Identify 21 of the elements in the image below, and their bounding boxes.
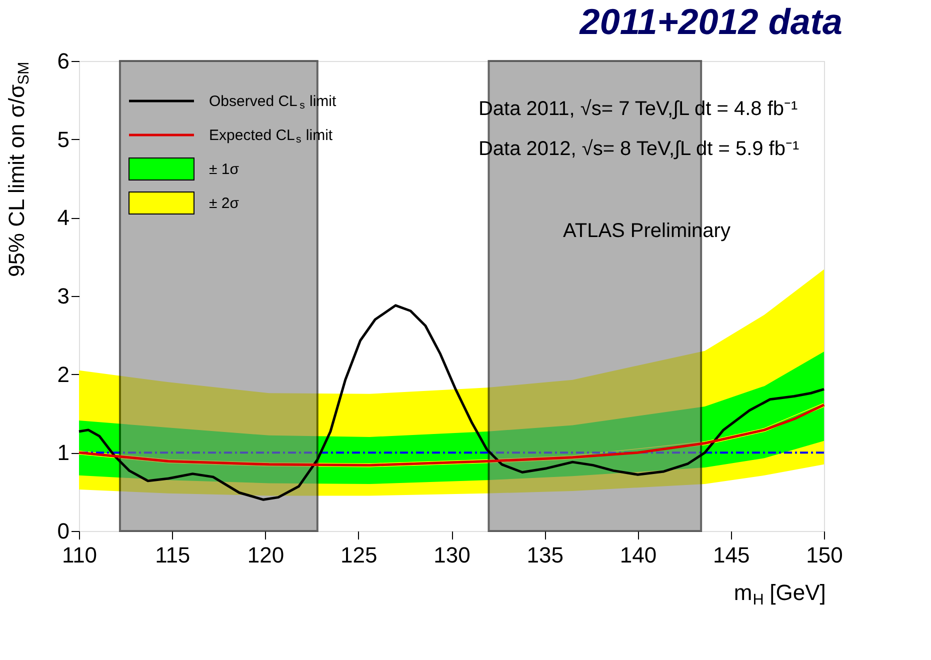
y-tick-label: 1 xyxy=(57,440,70,466)
x-tick-label: 130 xyxy=(434,542,470,568)
legend-label: ± 2σ xyxy=(209,195,240,212)
y-tick-label: 6 xyxy=(57,48,70,74)
y-tick-label: 0 xyxy=(57,518,70,544)
x-tick-label: 145 xyxy=(713,542,750,568)
x-tick-label: 110 xyxy=(62,542,98,568)
y-axis-title: 95% CL limit on σ/σSM xyxy=(4,62,33,278)
chart-title: 2011+2012 data xyxy=(578,1,842,42)
y-tick-label: 5 xyxy=(57,126,70,152)
y-tick-label: 3 xyxy=(57,284,70,308)
y-tick-label: 4 xyxy=(57,205,70,230)
legend-label: ± 1σ xyxy=(209,161,240,178)
y-tick-label: 2 xyxy=(57,362,70,387)
x-tick-label: 120 xyxy=(247,542,284,568)
x-tick-label: 125 xyxy=(340,542,378,568)
annotation: ATLAS Preliminary xyxy=(563,220,730,242)
x-tick-label: 115 xyxy=(155,542,190,568)
x-tick-label: 140 xyxy=(620,542,657,568)
x-tick-label: 150 xyxy=(806,542,843,568)
x-tick-label: 135 xyxy=(526,542,564,568)
